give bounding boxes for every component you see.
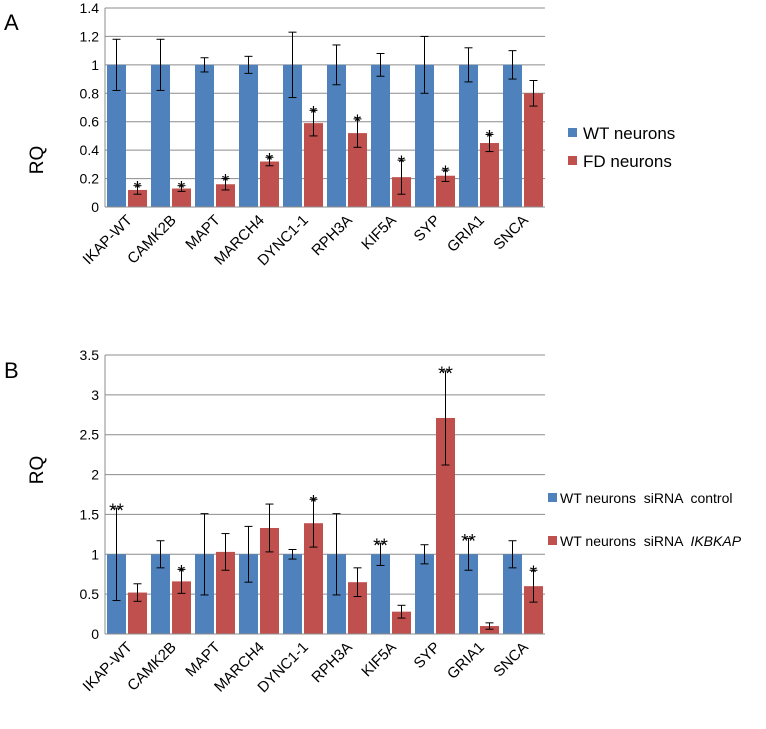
panel-b-ytick-label: 3 — [91, 387, 99, 403]
panel-b-legend-swatch-ikbkap — [548, 536, 557, 545]
panel-a-ytick-label: 1.4 — [80, 0, 100, 16]
panel-b-bar-s0-syp — [415, 554, 434, 634]
panel-b-bar-s0-kif5a — [371, 554, 390, 634]
panel-b-legend-label-ikbkap: WT neurons siRNA IKBKAP — [560, 533, 742, 549]
panel-a-category-label: GRIA1 — [444, 212, 488, 256]
panel-a-ytick-label: 0.4 — [80, 142, 100, 158]
panel-b-bar-s1-mapt — [216, 551, 235, 634]
panel-b-legend-label-ikbkap-gene: IKBKAP — [690, 533, 741, 549]
panel-b-category-label: KIF5A — [358, 639, 399, 680]
panel-a-bar-s1-dync1-1 — [304, 123, 323, 207]
panel-a-category-label: SYP — [411, 212, 444, 245]
panel-b-category-label: SNCA — [490, 639, 531, 680]
panel-b-bar-s1-syp — [436, 417, 455, 634]
panel-b-significance-mark: * — [530, 563, 538, 584]
panel-a-bar-s0-gria1 — [459, 64, 478, 207]
panel-b-bar-s1-camk2b — [172, 581, 191, 634]
panel-b-bar-s0-camk2b — [151, 554, 170, 634]
panel-a-ytick-label: 0.2 — [80, 171, 100, 187]
panel-b-significance-mark: * — [178, 562, 186, 583]
panel-b-bar-s1-kif5a — [392, 611, 411, 634]
panel-b-significance-mark: ** — [438, 364, 453, 385]
panel-a-bar-s1-snca — [524, 93, 543, 207]
panel-b-significance-mark: ** — [109, 501, 124, 522]
panel-a-legend-swatch-wt — [568, 128, 577, 137]
panel-b-ylabel: RQ — [27, 456, 48, 485]
panel-a-legend-label-fd: FD neurons — [583, 152, 672, 171]
panel-a-bar-s0-camk2b — [151, 64, 170, 207]
panel-a-bar-s0-dync1-1 — [283, 64, 302, 207]
panel-b-bar-s0-dync1-1 — [283, 554, 302, 634]
panel-b-bar-s1-ikap-wt — [128, 592, 147, 634]
panel-b-ytick-label: 2.5 — [80, 427, 100, 443]
panel-b-significance-mark: ** — [461, 531, 476, 552]
panel-a-bar-s0-march4 — [239, 64, 258, 207]
panel-b-category-label: MAPT — [182, 639, 223, 680]
panel-a-category-label: RPH3A — [308, 212, 355, 259]
panel-a-ylabel: RQ — [27, 146, 48, 175]
panel-b-significance-mark: ** — [373, 536, 388, 557]
panel-a-bar-s1-rph3a — [348, 133, 367, 207]
panel-a-bar-s0-rph3a — [327, 64, 346, 207]
panel-a-significance-mark: * — [442, 163, 450, 184]
panel-b-label: B — [4, 358, 19, 383]
panel-b-ytick-label: 1 — [91, 546, 99, 562]
panel-b-bar-s1-rph3a — [348, 582, 367, 634]
panel-a-ytick-label: 0 — [91, 199, 99, 215]
panel-a-legend-swatch-fd — [568, 156, 577, 165]
panel-a-ytick-label: 1.2 — [80, 28, 100, 44]
panel-b-ytick-label: 3.5 — [80, 347, 100, 363]
panel-b-ytick-label: 2 — [91, 467, 99, 483]
panel-a-bar-s1-march4 — [260, 161, 279, 207]
panel-a-bar-s1-syp — [436, 175, 455, 207]
panel-b-bar-s0-gria1 — [459, 554, 478, 634]
panel-a-significance-mark: * — [354, 112, 362, 133]
panel-a-significance-mark: * — [178, 179, 186, 200]
panel-b-ytick-label: 1.5 — [80, 506, 100, 522]
panel-b-bar-s1-dync1-1 — [304, 523, 323, 634]
panel-a-ytick-label: 1 — [91, 57, 99, 73]
panel-a-bar-s0-kif5a — [371, 64, 390, 207]
panel-a-bar-s0-syp — [415, 64, 434, 207]
panel-a-significance-mark: * — [222, 172, 230, 193]
panel-a-bar-s1-ikap-wt — [128, 189, 147, 207]
panel-a-bar-s1-mapt — [216, 184, 235, 207]
panel-b-bar-s1-march4 — [260, 527, 279, 634]
panel-a-significance-mark: * — [134, 179, 142, 200]
panel-b-bar-s1-snca — [524, 586, 543, 634]
panel-a-significance-mark: * — [266, 150, 274, 171]
panel-a-bar-s1-gria1 — [480, 143, 499, 207]
panel-a-category-label: CAMK2B — [124, 212, 180, 268]
panel-b-category-label: GRIA1 — [444, 639, 488, 683]
panel-b-significance-mark: * — [310, 492, 318, 513]
panel-a-bar-s0-mapt — [195, 64, 214, 207]
panel-b-bar-s0-snca — [503, 554, 522, 634]
panel-b-category-label: SYP — [411, 639, 444, 672]
panel-b-ytick-label: 0 — [91, 626, 99, 642]
panel-a-bar-s0-ikap-wt — [107, 64, 126, 207]
panel-a-ytick-label: 0.6 — [80, 114, 100, 130]
panel-a-ytick-label: 0.8 — [80, 85, 100, 101]
panel-b-ytick-label: 0.5 — [80, 586, 100, 602]
panel-a-category-label: KIF5A — [358, 212, 399, 253]
panel-a-bar-s1-camk2b — [172, 188, 191, 207]
panel-b-category-label: RPH3A — [308, 639, 355, 686]
panel-b-bar-s1-gria1 — [480, 626, 499, 634]
panel-b-category-label: CAMK2B — [124, 639, 180, 695]
panel-a-significance-mark: * — [486, 128, 494, 149]
panel-b-legend-swatch-control — [548, 493, 557, 502]
panel-a-significance-mark: * — [398, 153, 406, 174]
panel-b-bar-s0-march4 — [239, 554, 258, 634]
panel-a-legend-label-wt: WT neurons — [583, 124, 675, 143]
panel-a-category-label: MAPT — [182, 212, 223, 253]
panel-b-legend-label-control: WT neurons siRNA control — [560, 490, 732, 506]
panel-b-legend-label-ikbkap-main: WT neurons siRNA — [560, 533, 690, 549]
panel-a-bar-s0-snca — [503, 64, 522, 207]
panel-a-significance-mark: * — [310, 103, 318, 124]
panel-a-label: A — [4, 10, 19, 35]
panel-a-category-label: SNCA — [490, 212, 531, 253]
